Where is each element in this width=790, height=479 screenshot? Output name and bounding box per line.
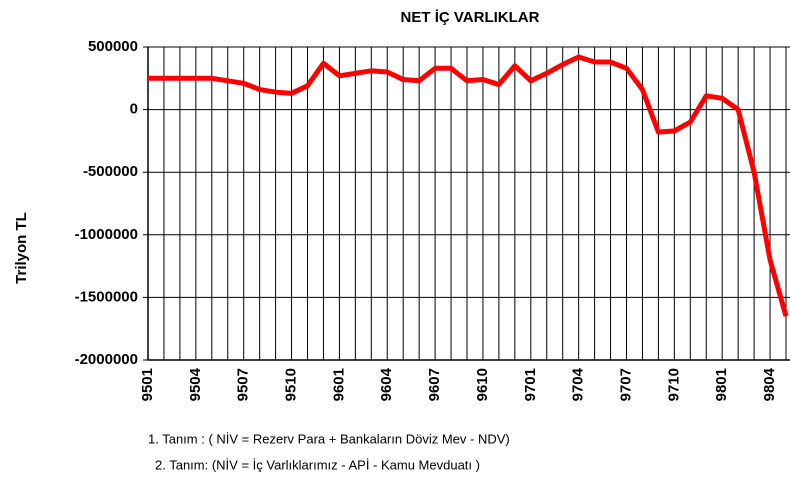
- footnote: 1. Tanım : ( NİV = Rezerv Para + Bankala…: [148, 431, 510, 446]
- x-tick-label: 9604: [378, 367, 395, 401]
- x-tick-label: 9504: [187, 367, 204, 401]
- x-tick-label: 9707: [617, 368, 634, 401]
- y-tick-label: 500000: [88, 38, 138, 55]
- data-line: [148, 54, 789, 317]
- footnote: 2. Tanım: (NİV = İç Varlıklarımız - APİ …: [155, 457, 480, 472]
- y-tick-label: -500000: [83, 163, 138, 180]
- x-tick-label: 9804: [761, 367, 778, 401]
- y-tick-label: -1500000: [75, 288, 138, 305]
- y-axis-label: Trilyon TL: [13, 212, 30, 284]
- x-tick-label: 9710: [665, 368, 682, 401]
- x-tick-label: 9501: [139, 368, 156, 401]
- x-tick-label: 9510: [283, 368, 300, 401]
- chart-title: NET İÇ VARLIKLAR: [401, 9, 540, 26]
- y-tick-label: -2000000: [75, 351, 138, 368]
- y-tick-label: 0: [130, 101, 138, 118]
- x-tick-label: 9607: [426, 368, 443, 401]
- x-tick-label: 9610: [474, 368, 491, 401]
- x-tick-label: 9801: [713, 368, 730, 401]
- y-tick-label: -1000000: [75, 226, 138, 243]
- x-tick-label: 9704: [570, 367, 587, 401]
- x-tick-label: 9701: [522, 368, 539, 401]
- x-tick-label: 9507: [235, 368, 252, 401]
- x-tick-label: 9601: [330, 368, 347, 401]
